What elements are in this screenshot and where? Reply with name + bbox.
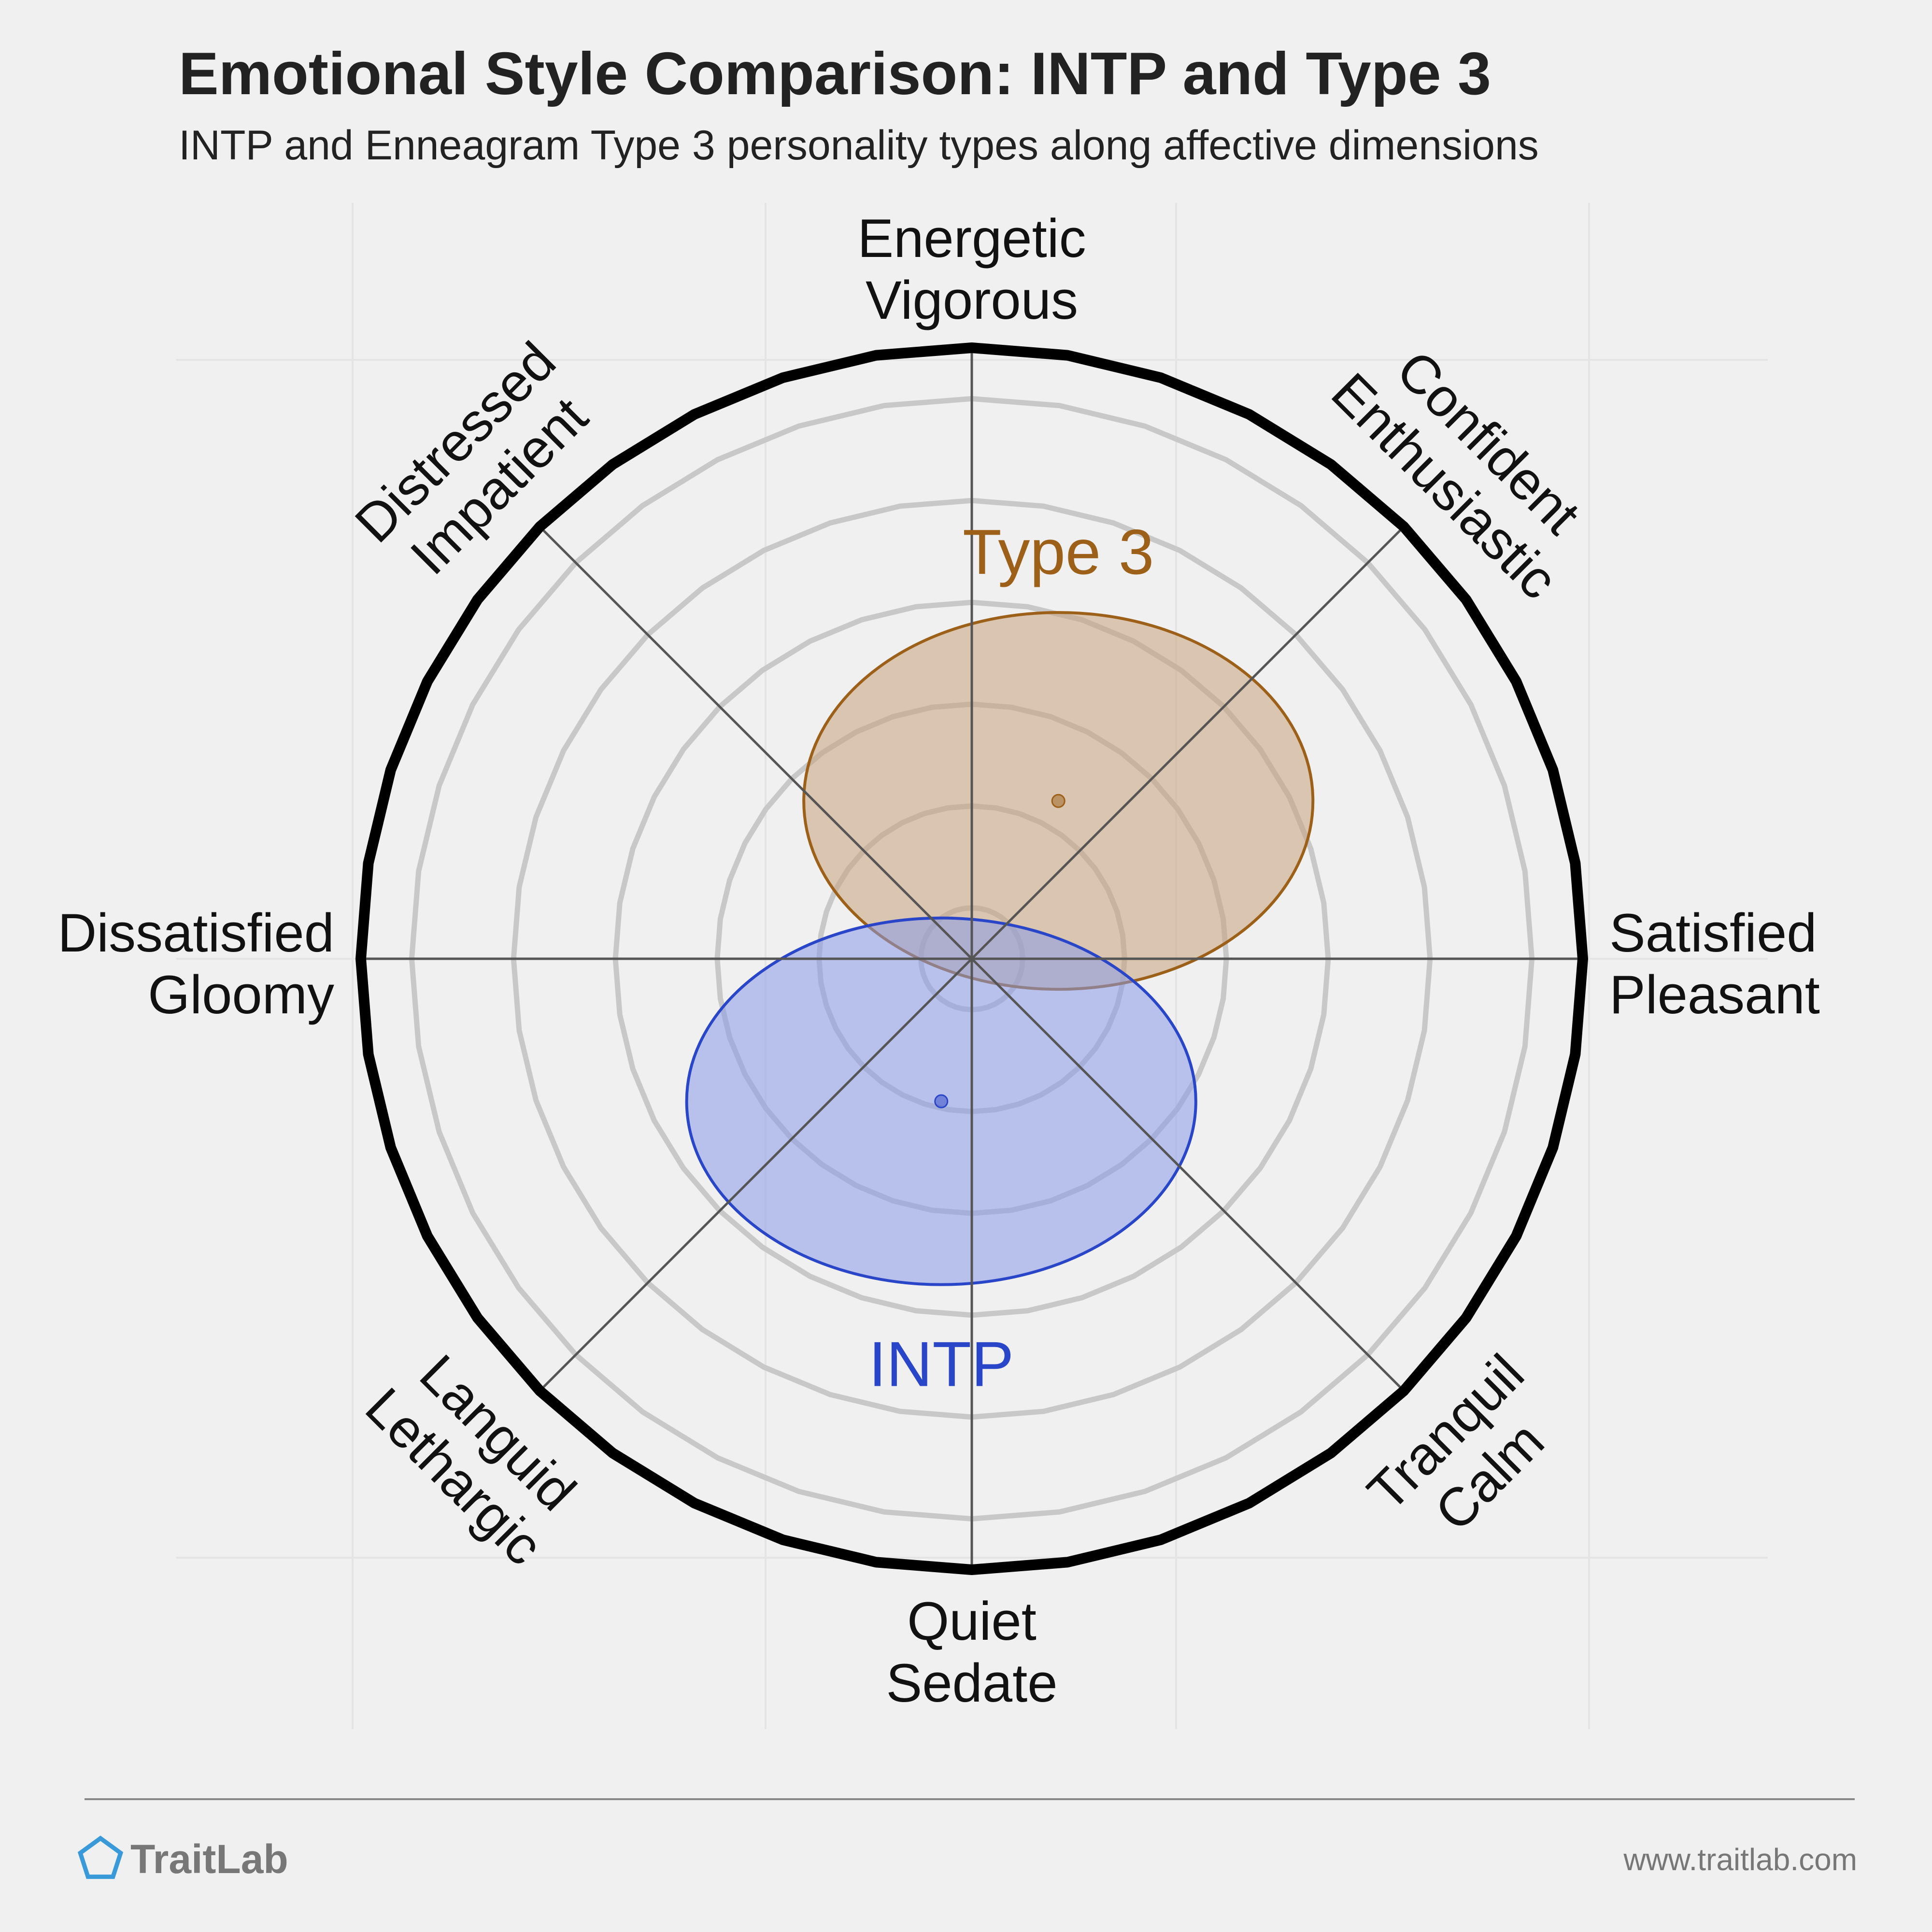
- axis-label-2-1: Pleasant: [1609, 965, 1820, 1025]
- axis-line-7: [539, 526, 973, 960]
- axis-label-2-0: Satisfied: [1609, 903, 1817, 963]
- axis-line-5: [539, 958, 973, 1392]
- series-point-1: [934, 1094, 949, 1108]
- series-group: [685, 611, 1315, 1286]
- outer-ring: [355, 342, 1588, 1575]
- series-point-0: [1051, 794, 1065, 808]
- website-url: www.traitlab.com: [1623, 1842, 1857, 1877]
- series-label-0: Type 3: [963, 516, 1154, 587]
- axis-label-0-1: Vigorous: [866, 270, 1078, 330]
- series-label-1: INTP: [868, 1329, 1014, 1400]
- axis-label-4-1: Sedate: [886, 1653, 1058, 1713]
- outer-ring-polygon: [355, 342, 1588, 1575]
- pentagon-icon: [77, 1835, 124, 1879]
- axis-line-3: [971, 958, 1405, 1392]
- axis-label-6-0: Dissatisfied: [57, 903, 334, 963]
- brand-name: TraitLab: [130, 1836, 288, 1882]
- axis-label-0-0: Energetic: [857, 208, 1086, 269]
- axis-label-4-0: Quiet: [907, 1591, 1037, 1651]
- chart-subtitle: INTP and Enneagram Type 3 personality ty…: [179, 122, 1539, 169]
- axis-label-6-1: Gloomy: [148, 965, 334, 1025]
- axis-line-1: [971, 526, 1405, 960]
- axis-lines: [361, 348, 1583, 1570]
- series-labels: Type 3 INTP: [868, 516, 1154, 1400]
- chart-title: Emotional Style Comparison: INTP and Typ…: [179, 41, 1491, 107]
